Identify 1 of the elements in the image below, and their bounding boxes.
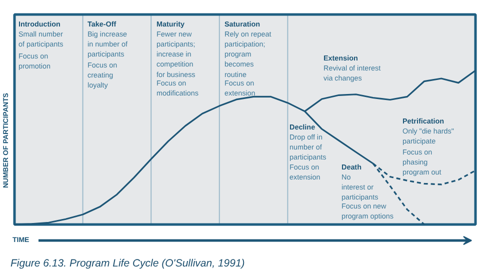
- caption: Figure 6.13. Program Life Cycle (O'Sullivan, 1991): [10, 258, 245, 270]
